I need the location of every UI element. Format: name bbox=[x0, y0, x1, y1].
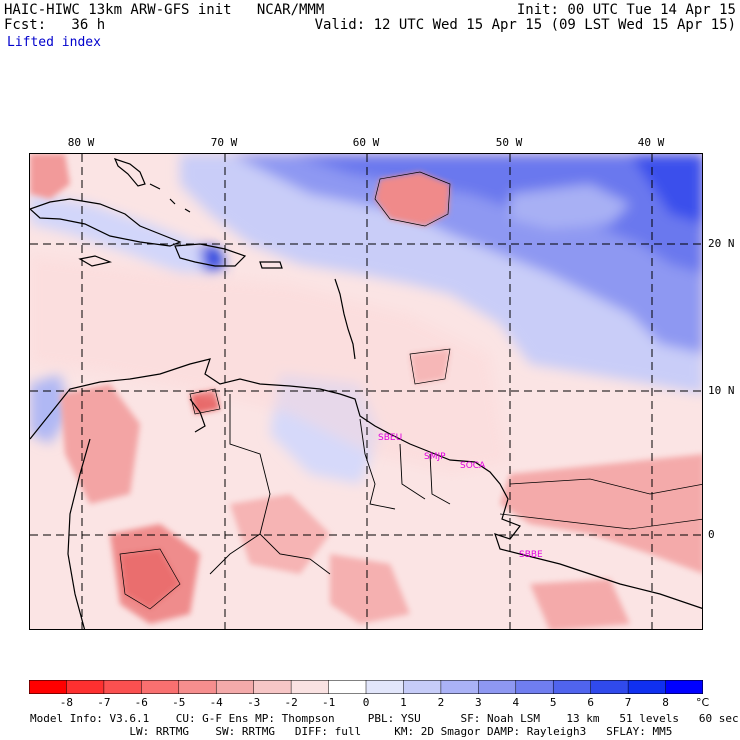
colorbar-swatch bbox=[665, 680, 703, 694]
lat-label-20n: 20 N bbox=[708, 237, 735, 250]
colorbar bbox=[29, 680, 703, 694]
colorbar-tick-label: -6 bbox=[134, 696, 148, 709]
colorbar-swatch bbox=[290, 680, 330, 694]
lon-label-60w: 60 W bbox=[352, 136, 380, 149]
colorbar-tick-label: -4 bbox=[209, 696, 223, 709]
station-label: SBEU bbox=[378, 433, 403, 443]
valid-time: Valid: 12 UTC Wed 15 Apr 15 (09 LST Wed … bbox=[314, 17, 736, 33]
colorbar-tick-label: -3 bbox=[247, 696, 261, 709]
colorbar-swatch bbox=[66, 680, 105, 694]
colorbar-tick-label: -5 bbox=[172, 696, 186, 709]
colorbar-swatch bbox=[552, 680, 592, 694]
colorbar-swatch bbox=[627, 680, 667, 694]
lon-label-70w: 70 W bbox=[210, 136, 238, 149]
colorbar-tick-label: 5 bbox=[549, 696, 557, 709]
lifted-index-map: SBEU SMJP SOCA SBBE bbox=[29, 153, 703, 630]
field-name: Lifted index bbox=[7, 35, 101, 50]
colorbar-tick-label: 6 bbox=[587, 696, 594, 709]
colorbar-swatch bbox=[403, 680, 442, 694]
colorbar-swatch bbox=[328, 680, 367, 694]
colorbar-tick-label: 2 bbox=[437, 696, 445, 709]
lat-label-0: 0 bbox=[708, 528, 715, 541]
colorbar-swatch bbox=[103, 680, 143, 694]
colorbar-swatch bbox=[215, 680, 255, 694]
positive-li-region bbox=[30, 154, 702, 484]
colorbar-swatch bbox=[29, 680, 68, 694]
colorbar-tick-label: -1 bbox=[321, 696, 336, 709]
colorbar-tick-label: -7 bbox=[97, 696, 111, 709]
coastlines bbox=[30, 158, 702, 629]
station-label: SBBE bbox=[519, 550, 543, 560]
colorbar-swatch bbox=[178, 680, 217, 694]
colorbar-swatch bbox=[515, 680, 554, 694]
forecast-hour: Fcst: 36 h bbox=[4, 17, 106, 33]
colorbar-swatch bbox=[478, 680, 517, 694]
model-title: HAIC-HIWC 13km ARW-GFS init NCAR/MMM bbox=[4, 2, 325, 18]
colorbar-tick-label: 7 bbox=[624, 696, 632, 709]
colorbar-swatch bbox=[253, 680, 292, 694]
colorbar-tick-label: 8 bbox=[662, 696, 669, 709]
map-canvas bbox=[30, 154, 702, 629]
country-borders bbox=[209, 394, 451, 575]
colorbar-swatch bbox=[440, 680, 480, 694]
model-info-line1: Model Info: V3.6.1 CU: G-F Ens MP: Thomp… bbox=[30, 712, 739, 725]
lon-label-80w: 80 W bbox=[67, 136, 95, 149]
weak-negative-band bbox=[30, 254, 510, 474]
contour-lines bbox=[119, 171, 702, 610]
colorbar-swatch bbox=[365, 680, 405, 694]
model-info-line2: LW: RRTMG SW: RRTMG DIFF: full KM: 2D Sm… bbox=[30, 725, 673, 738]
init-time: Init: 00 UTC Tue 14 Apr 15 bbox=[516, 2, 736, 18]
colorbar-tick-label: 0 bbox=[362, 696, 370, 709]
station-label: SOCA bbox=[460, 461, 486, 471]
colorbar-tick-label: 1 bbox=[400, 696, 407, 709]
lon-label-50w: 50 W bbox=[495, 136, 523, 149]
colorbar-tick-label: -2 bbox=[284, 696, 298, 709]
colorbar-tick-label: 4 bbox=[512, 696, 520, 709]
lon-label-40w: 40 W bbox=[637, 136, 665, 149]
station-label: SMJP bbox=[424, 452, 446, 462]
colorbar-swatch bbox=[141, 680, 180, 694]
colorbar-swatch bbox=[590, 680, 629, 694]
colorbar-tick-label: 3 bbox=[474, 696, 482, 709]
colorbar-unit: °C bbox=[696, 696, 710, 709]
lat-label-10n: 10 N bbox=[708, 384, 735, 397]
colorbar-tick-label: -8 bbox=[59, 696, 74, 709]
